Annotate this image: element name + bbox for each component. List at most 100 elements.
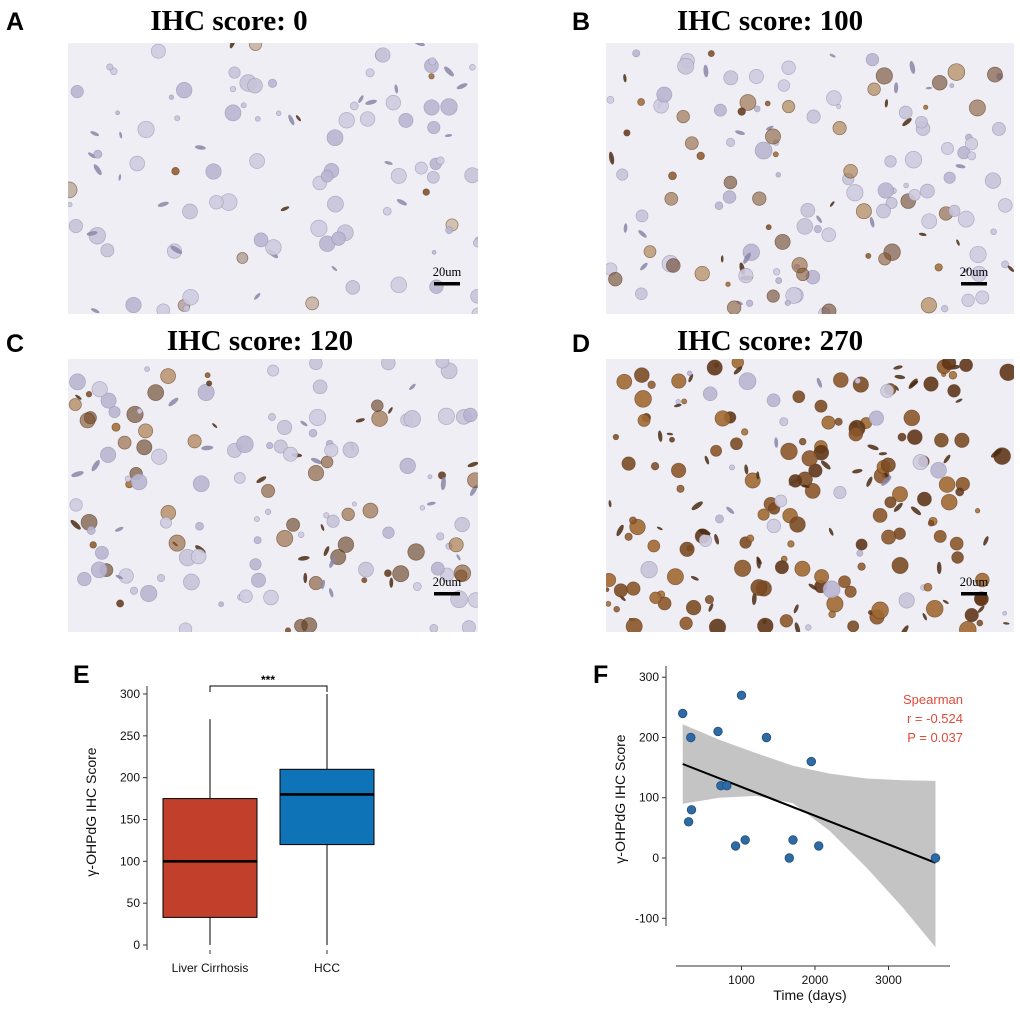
cell-nucleus bbox=[256, 476, 267, 484]
cell-nucleus bbox=[106, 63, 114, 71]
cell-nucleus bbox=[917, 491, 932, 507]
cell-nucleus bbox=[726, 137, 736, 147]
cell-nucleus bbox=[385, 95, 401, 111]
cell-nucleus bbox=[750, 579, 768, 596]
cell-nucleus bbox=[608, 151, 615, 165]
cell-nucleus bbox=[649, 591, 662, 604]
cell-nucleus bbox=[228, 66, 241, 79]
cell-nucleus bbox=[239, 589, 253, 604]
cell-nucleus bbox=[772, 268, 781, 276]
cell-nucleus bbox=[125, 296, 142, 314]
cell-nucleus bbox=[796, 218, 814, 235]
cell-nucleus bbox=[119, 131, 123, 139]
cell-nucleus bbox=[326, 514, 340, 528]
panel-letter-e: E bbox=[73, 661, 90, 689]
cell-nucleus bbox=[722, 190, 737, 204]
cell-nucleus bbox=[1002, 610, 1008, 616]
cell-nucleus bbox=[848, 426, 864, 442]
cell-nucleus bbox=[801, 484, 810, 488]
cell-nucleus bbox=[920, 183, 935, 199]
cell-nucleus bbox=[429, 279, 444, 294]
cell-nucleus bbox=[129, 155, 145, 172]
cell-nucleus bbox=[174, 115, 181, 122]
cell-nucleus bbox=[677, 57, 695, 75]
cell-nucleus bbox=[936, 561, 942, 575]
cell-nucleus bbox=[756, 556, 762, 565]
cell-nucleus bbox=[616, 524, 624, 537]
scale-bar-label-b: 20um bbox=[960, 265, 989, 279]
cell-nucleus bbox=[264, 508, 272, 515]
cell-nucleus bbox=[91, 381, 108, 398]
cell-nucleus bbox=[351, 501, 357, 507]
cell-nucleus bbox=[710, 444, 723, 457]
scatter-y-ticks: -100 0 100 200 300 bbox=[635, 670, 666, 925]
cell-nucleus bbox=[253, 536, 262, 545]
cell-nucleus bbox=[885, 197, 898, 209]
cell-nucleus bbox=[118, 568, 134, 584]
cell-nucleus bbox=[955, 164, 966, 169]
cell-nucleus bbox=[643, 245, 657, 258]
cell-nucleus bbox=[136, 439, 153, 456]
cell-nucleus bbox=[865, 52, 880, 67]
cell-nucleus bbox=[766, 289, 780, 303]
micrograph-cells-d bbox=[606, 359, 1014, 632]
cell-nucleus bbox=[440, 98, 458, 116]
cell-nucleus bbox=[1001, 260, 1009, 269]
cell-nucleus bbox=[472, 238, 478, 248]
cell-nucleus bbox=[713, 103, 727, 117]
cell-nucleus bbox=[396, 199, 407, 206]
cell-nucleus bbox=[948, 204, 961, 217]
cell-nucleus bbox=[156, 573, 166, 583]
cell-nucleus bbox=[775, 277, 783, 285]
cell-nucleus bbox=[320, 169, 334, 183]
cell-nucleus bbox=[93, 164, 102, 176]
cell-nucleus bbox=[328, 588, 334, 598]
cell-nucleus bbox=[137, 120, 155, 138]
cell-nucleus bbox=[673, 403, 682, 408]
cell-nucleus bbox=[309, 408, 327, 427]
cell-nucleus bbox=[288, 114, 295, 126]
cell-nucleus bbox=[656, 526, 663, 531]
cell-nucleus bbox=[212, 423, 218, 429]
cell-nucleus bbox=[756, 471, 760, 480]
cell-nucleus bbox=[957, 210, 975, 228]
cell-nucleus bbox=[68, 181, 78, 199]
cell-nucleus bbox=[190, 548, 207, 565]
cell-nucleus bbox=[669, 436, 675, 443]
x-tick-label: 2000 bbox=[802, 973, 829, 987]
confidence-band bbox=[682, 724, 936, 948]
cell-nucleus bbox=[671, 462, 687, 478]
cell-nucleus bbox=[638, 230, 647, 238]
boxplot-y-label: γ-OHPdG IHC Score bbox=[83, 747, 99, 876]
cell-nucleus bbox=[635, 287, 648, 300]
scale-bar-label-c: 20um bbox=[433, 575, 462, 589]
cell-nucleus bbox=[884, 99, 889, 108]
cell-nucleus bbox=[878, 452, 888, 456]
cell-nucleus bbox=[878, 252, 892, 266]
cell-nucleus bbox=[147, 384, 165, 401]
cell-nucleus bbox=[156, 303, 171, 314]
cell-nucleus bbox=[955, 398, 963, 403]
cell-nucleus bbox=[382, 206, 392, 216]
cell-nucleus bbox=[983, 536, 989, 546]
cell-nucleus bbox=[608, 500, 612, 508]
data-point bbox=[686, 732, 696, 743]
cell-nucleus bbox=[666, 258, 681, 273]
cell-nucleus bbox=[85, 391, 93, 398]
cell-nucleus bbox=[100, 243, 115, 258]
cell-nucleus bbox=[977, 605, 985, 613]
cell-nucleus bbox=[894, 374, 906, 380]
cell-nucleus bbox=[409, 383, 416, 390]
cell-nucleus bbox=[847, 620, 860, 632]
cell-nucleus bbox=[429, 624, 439, 632]
cell-nucleus bbox=[625, 617, 643, 632]
cell-nucleus bbox=[151, 448, 168, 465]
cell-nucleus bbox=[307, 465, 325, 482]
cell-nucleus bbox=[612, 433, 620, 441]
cell-nucleus bbox=[69, 498, 83, 512]
cell-nucleus bbox=[361, 577, 368, 584]
y-tick-label: 200 bbox=[120, 771, 140, 785]
data-point bbox=[740, 835, 750, 845]
y-tick-label: 250 bbox=[120, 729, 140, 743]
